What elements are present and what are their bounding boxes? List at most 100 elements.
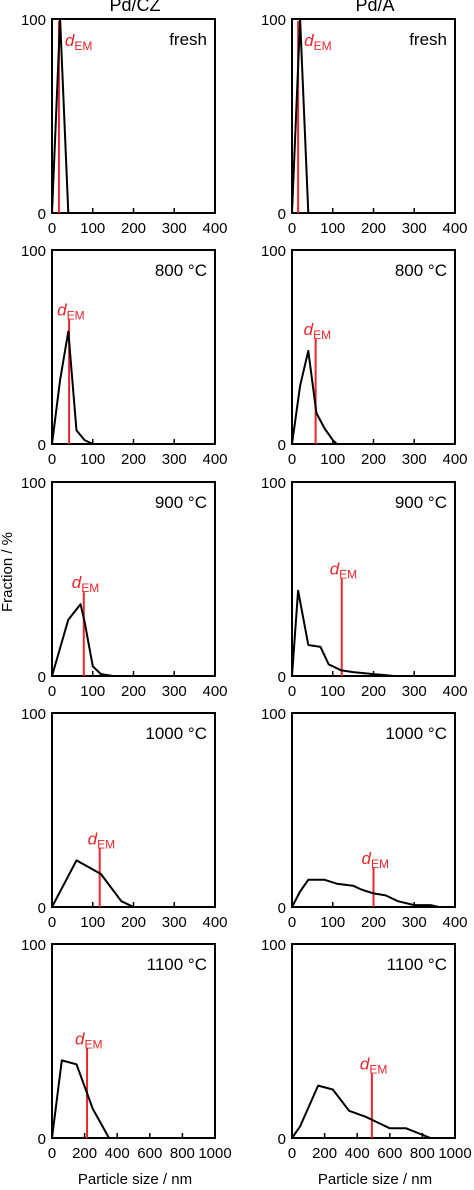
plot-frame	[51, 943, 216, 1139]
y-tick-label: 100	[21, 706, 46, 723]
x-axis-title-right: Particle size / nm	[318, 1171, 432, 1188]
x-tick-label: 0	[48, 683, 56, 700]
x-tick-label: 100	[320, 914, 345, 931]
x-tick-label: 100	[80, 683, 105, 700]
x-tick-label: 800	[170, 1145, 195, 1162]
condition-label: 800 °C	[395, 261, 447, 280]
panel-2: 0 100 0 100 200 300 400 dEM fresh	[261, 12, 468, 237]
x-tick-label: 300	[162, 220, 187, 237]
x-tick-label: 400	[202, 914, 227, 931]
y-tick-label: 0	[278, 900, 286, 917]
y-tick-label: 0	[38, 437, 46, 454]
dem-label: dEM	[72, 573, 99, 595]
x-tick-label: 300	[162, 683, 187, 700]
y-tick-label: 100	[21, 12, 46, 29]
panel-8: 0 100 0 100 200 300 400 dEM 1000 °C	[261, 706, 468, 931]
x-tick-label: 300	[402, 220, 427, 237]
y-tick-label: 100	[261, 475, 286, 492]
x-tick-label: 200	[121, 220, 146, 237]
dem-label: dEM	[330, 560, 357, 582]
condition-label: 1000 °C	[145, 724, 207, 743]
y-tick-label: 0	[278, 669, 286, 686]
x-tick-label: 0	[288, 1145, 296, 1162]
y-tick-label: 0	[38, 206, 46, 223]
x-tick-label: 200	[121, 451, 146, 468]
x-tick-label: 0	[48, 220, 56, 237]
y-tick-label: 0	[278, 1131, 286, 1148]
panel-4: 0 100 0 100 200 300 400 dEM 800 °C	[261, 243, 468, 468]
panel-3: 0 100 0 100 200 300 400 dEM 800 °C	[21, 243, 228, 468]
condition-label: 1000 °C	[385, 724, 447, 743]
x-tick-label: 400	[345, 1145, 370, 1162]
y-tick-label: 0	[38, 900, 46, 917]
data-series-line	[51, 603, 122, 677]
y-tick-label: 100	[21, 243, 46, 260]
x-tick-label: 100	[320, 451, 345, 468]
column-title-pda: Pd/A	[355, 0, 394, 15]
y-tick-label: 100	[261, 937, 286, 954]
x-tick-label: 200	[361, 451, 386, 468]
x-tick-label: 0	[288, 451, 296, 468]
x-tick-label: 1000	[438, 1145, 471, 1162]
y-tick-label: 100	[21, 475, 46, 492]
condition-label: 900 °C	[395, 493, 447, 512]
y-tick-label: 100	[261, 706, 286, 723]
x-tick-label: 200	[361, 220, 386, 237]
x-tick-label: 300	[402, 683, 427, 700]
x-tick-label: 0	[288, 683, 296, 700]
data-series-line	[51, 18, 70, 214]
dem-label: dEM	[57, 300, 84, 322]
x-tick-label: 0	[288, 914, 296, 931]
x-tick-label: 0	[288, 220, 296, 237]
x-tick-label: 200	[361, 683, 386, 700]
column-title-pdcz: Pd/CZ	[109, 0, 160, 15]
x-tick-label: 0	[48, 914, 56, 931]
x-tick-label: 100	[320, 220, 345, 237]
data-series-line	[51, 859, 134, 908]
x-tick-label: 300	[402, 451, 427, 468]
x-tick-label: 400	[202, 220, 227, 237]
x-tick-label: 400	[442, 220, 467, 237]
y-tick-label: 100	[21, 937, 46, 954]
x-tick-label: 300	[162, 914, 187, 931]
x-tick-label: 200	[121, 683, 146, 700]
condition-label: fresh	[169, 30, 207, 49]
x-tick-label: 100	[80, 914, 105, 931]
x-tick-label: 1000	[198, 1145, 231, 1162]
data-series-line	[291, 18, 310, 214]
condition-label: 1100 °C	[147, 955, 207, 974]
x-tick-label: 800	[410, 1145, 435, 1162]
dem-label: dEM	[65, 31, 92, 53]
y-tick-label: 100	[261, 12, 286, 29]
x-tick-label: 600	[377, 1145, 402, 1162]
x-tick-label: 0	[48, 451, 56, 468]
panel-5: 0 100 0 100 200 300 400 dEM 900 °C	[21, 475, 228, 700]
x-tick-label: 100	[320, 683, 345, 700]
y-axis-title: Fraction / %	[0, 532, 16, 612]
condition-label: 1100 °C	[387, 955, 447, 974]
x-tick-label: 400	[202, 451, 227, 468]
x-tick-label: 400	[442, 914, 467, 931]
dem-label: dEM	[88, 829, 115, 851]
x-tick-label: 100	[80, 220, 105, 237]
data-series-line	[51, 1059, 110, 1139]
x-tick-label: 400	[442, 683, 467, 700]
x-tick-label: 300	[402, 914, 427, 931]
panel-7: 0 100 0 100 200 300 400 dEM 1000 °C	[21, 706, 228, 931]
condition-label: fresh	[409, 30, 447, 49]
x-tick-label: 400	[442, 451, 467, 468]
data-series-line	[291, 349, 338, 445]
y-tick-label: 0	[38, 669, 46, 686]
x-tick-label: 0	[48, 1145, 56, 1162]
panel-1: 0 100 0 100 200 300 400 dEM fresh	[21, 12, 228, 237]
x-tick-label: 200	[121, 914, 146, 931]
dem-label: dEM	[360, 1055, 387, 1077]
dem-label: dEM	[304, 320, 331, 342]
x-tick-label: 200	[72, 1145, 97, 1162]
dem-label: dEM	[362, 849, 389, 871]
dem-label: dEM	[75, 1029, 102, 1051]
condition-label: 800 °C	[155, 261, 207, 280]
